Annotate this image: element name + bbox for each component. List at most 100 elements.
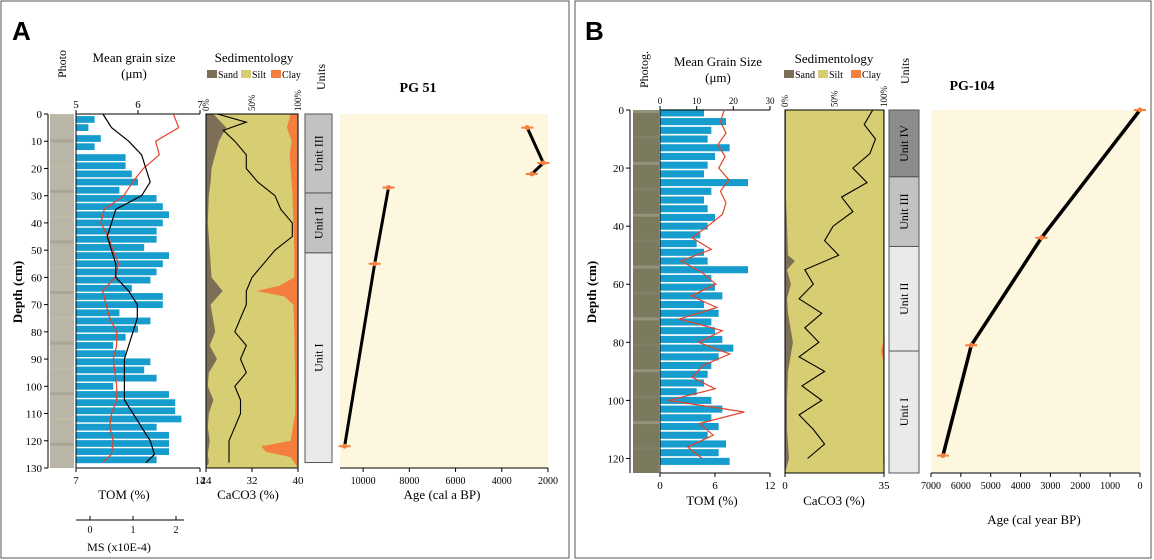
panel-b-depth-tick-label: 40 xyxy=(613,221,625,233)
panel-a-unit-label: Unit I xyxy=(312,344,326,372)
panel-b-core-photo-band xyxy=(633,291,659,295)
panel-a-sed-title: Sedimentology xyxy=(215,50,294,65)
panel-b-age-tick-label: 2000 xyxy=(1070,481,1090,492)
panel-b-sed-title: Sedimentology xyxy=(795,51,874,66)
panel-a-core-photo-band xyxy=(50,139,74,143)
panel-b-letter: B xyxy=(585,16,604,46)
panel-a-ms-label: MS (x10E-4) xyxy=(87,540,151,554)
panel-b-core-photo-band xyxy=(633,135,659,139)
panel-a-ms-tick-label: 1 xyxy=(131,525,136,536)
panel-b-depth-tick-label: 120 xyxy=(608,453,625,465)
panel-a-depth-tick-label: 30 xyxy=(31,191,43,203)
panel-b-grain-bar xyxy=(660,179,748,187)
panel-b-depth-tick-label: 0 xyxy=(619,105,625,117)
panel-b-age-tick-label: 0 xyxy=(1138,481,1143,492)
panel-b-tom-tick-label: 0 xyxy=(657,480,663,492)
panel-a-grain-bar xyxy=(76,440,169,447)
panel-a-depth-tick-label: 80 xyxy=(31,327,43,339)
panel-b-grain-tick-label: 20 xyxy=(729,96,739,106)
panel-a-grain-tick-label: 6 xyxy=(135,99,141,111)
panel-b-age-point xyxy=(1137,107,1143,113)
panel-b-age-line xyxy=(941,108,1142,457)
panel-a-grain-bar xyxy=(76,235,157,243)
panel-a-grain-bar xyxy=(76,154,126,161)
panel-a-grain-bar xyxy=(76,448,169,456)
panel-a-core-photo-band xyxy=(50,366,74,370)
panel-a-grain-bar xyxy=(76,301,163,308)
panel-a-depth-tick-label: 110 xyxy=(26,409,43,421)
panel-a-grain-bar xyxy=(76,211,169,219)
panel-b-core-photo-band xyxy=(633,395,659,399)
panel-b-grain-bar xyxy=(660,248,704,256)
panel-b-grain-bar xyxy=(660,414,712,422)
panel-b-core-photo-band xyxy=(633,369,659,373)
panel-b-grain-bar xyxy=(660,405,723,413)
panel-a-age-tick-label: 8000 xyxy=(399,476,419,487)
panel-a-depth-tick-label: 60 xyxy=(31,272,43,284)
panel-a-tom-label: TOM (%) xyxy=(98,487,149,502)
panel-a-grain-bar xyxy=(76,219,163,227)
panel-b-grain-bar xyxy=(660,309,719,317)
panel-b-unit-label: Unit IV xyxy=(897,125,911,162)
panel-b-frame xyxy=(574,0,1152,559)
panel-b-depth-tick-label: 80 xyxy=(613,337,625,349)
panel-b-grain-bar xyxy=(660,213,715,221)
panel-a-ms-tick-label: 2 xyxy=(174,525,179,536)
panel-a-age-point xyxy=(529,171,535,177)
panel-a-caco3-label: CaCO3 (%) xyxy=(217,487,279,502)
panel-b-age-tick-label: 7000 xyxy=(921,481,941,492)
panel-a-core-photo-band xyxy=(50,265,74,269)
panel-a-unit-block xyxy=(304,113,333,194)
panel-a-legend-sand-swatch xyxy=(207,70,217,78)
panel-b-grain-tick-label: 0 xyxy=(658,96,663,106)
panel-a-grain-tick-label: 5 xyxy=(73,99,79,111)
panel-a-age-point xyxy=(540,160,546,166)
panel-a-legend-silt: Silt xyxy=(252,70,266,81)
panel-b-depth-tick-label: 20 xyxy=(613,163,625,175)
panel-a-grain-bar xyxy=(76,135,101,142)
panel-b-unit-block xyxy=(888,350,920,474)
panel-a-grain-bar xyxy=(76,382,114,390)
panel-b-sed-tick-label: 100% xyxy=(879,86,889,108)
panel-a-caco3-tick-label: 24 xyxy=(201,475,213,487)
panel-a-caco3-tick-label: 32 xyxy=(247,475,258,487)
panel-a-core-photo-band xyxy=(50,189,74,193)
panel-a-unit-label: Unit II xyxy=(312,207,326,239)
panel-b-grain-bar xyxy=(660,135,708,143)
panel-a-core-photo-band xyxy=(50,442,74,446)
panel-b-grain-bar xyxy=(660,283,715,291)
panel-b-caco3-tick-label: 0 xyxy=(782,480,788,492)
panel-a-core-photo-band xyxy=(50,392,74,396)
panel-a-grain-bar xyxy=(76,309,120,317)
panel-a-age-tick-label: 2000 xyxy=(538,476,558,487)
panel-b-depth-tick-label: 100 xyxy=(608,395,625,407)
panel-b-grain-bar xyxy=(660,422,719,431)
panel-a-age-point xyxy=(524,125,530,131)
panel-a-unit-block xyxy=(304,192,333,254)
panel-b-grain-unit: (μm) xyxy=(705,70,731,85)
panel-a-age-bg xyxy=(340,114,548,468)
panel-b-grain-bar xyxy=(660,431,708,439)
panel-b-grain-bar xyxy=(660,335,723,343)
panel-b-legend-clay: Clay xyxy=(862,70,881,81)
panel-a-ms-tick-label: 0 xyxy=(88,525,93,536)
panel-a-grain-bar xyxy=(76,178,138,186)
panel-b-age-tick-label: 4000 xyxy=(1011,481,1031,492)
panel-a-core-photo-band xyxy=(50,316,74,320)
panel-b-grain-bar xyxy=(660,362,712,370)
panel-b-core-photo-band xyxy=(633,187,659,191)
panel-a-grain-bar xyxy=(76,317,151,325)
panel-a-depth-tick-label: 120 xyxy=(26,436,43,448)
panel-a-clay-area xyxy=(256,114,298,468)
panel-b-sed-tick-label: 50% xyxy=(830,90,840,107)
panel-a-grain-title: Mean grain size xyxy=(92,50,175,65)
panel-b-unit-label: Unit III xyxy=(897,193,911,229)
panel-a-tom-tick-label: 14 xyxy=(195,475,207,487)
panel-a-grain-bar xyxy=(76,203,163,210)
panel-b-age-tick-label: 1000 xyxy=(1100,481,1120,492)
panel-a-tom-line xyxy=(100,113,180,464)
panel-b-grain-title: Mean Grain Size xyxy=(674,54,762,69)
panel-a-core-title: PG 51 xyxy=(400,81,437,96)
panel-a-caco3-line xyxy=(217,113,293,463)
panel-b-core-photo-band xyxy=(633,317,659,321)
